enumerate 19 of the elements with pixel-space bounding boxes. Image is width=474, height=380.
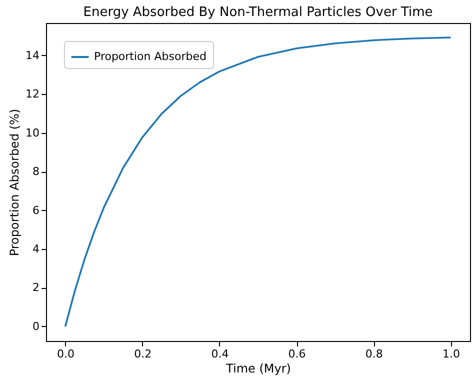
x-tick-label: 0.2 — [134, 348, 152, 360]
x-tick-label: 0.0 — [57, 348, 75, 360]
y-tick-label: 6 — [32, 204, 40, 217]
y-tick-label: 14 — [26, 48, 40, 62]
y-tick-label: 10 — [26, 126, 40, 140]
y-axis-title: Proportion Absorbed (%) — [8, 108, 22, 256]
y-tick-label: 12 — [26, 88, 40, 101]
chart-title: Energy Absorbed By Non-Thermal Particles Over Time — [83, 5, 433, 20]
x-tick-label: 1.0 — [442, 348, 460, 360]
y-tick-label: 4 — [32, 242, 40, 256]
legend-label: Proportion Absorbed — [94, 50, 206, 63]
x-tick-label: 0.6 — [288, 348, 306, 360]
x-tick-label: 0.4 — [211, 348, 229, 360]
x-axis-title: Time (Myr) — [225, 362, 291, 376]
x-tick-label: 0.8 — [365, 348, 383, 360]
y-tick-label: 2 — [32, 281, 40, 294]
y-tick-label: 8 — [32, 165, 40, 178]
line-series — [64, 36, 452, 328]
y-tick-label: 0 — [32, 320, 40, 333]
